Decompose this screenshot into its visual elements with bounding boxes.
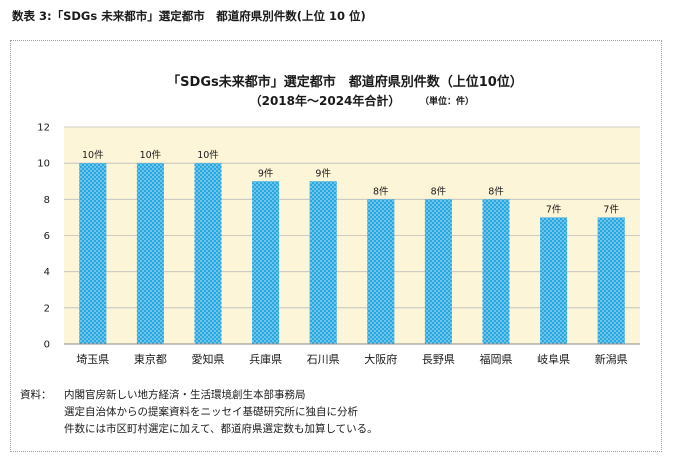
y-tick-label: 8 bbox=[44, 195, 50, 206]
source-row-3: 件数には市区町村選定に加えて、都道府県選定数も加算している。 bbox=[20, 421, 378, 438]
unit-note: （単位：件） bbox=[420, 95, 474, 107]
data-label: 9件 bbox=[315, 167, 331, 179]
y-tick-label: 6 bbox=[44, 231, 50, 242]
data-label: 10件 bbox=[82, 149, 104, 161]
data-label: 8件 bbox=[373, 185, 389, 197]
bar bbox=[597, 217, 625, 344]
source-row-1: 資料： 内閣官房新しい地方経済・生活環境創生本部事務局 bbox=[20, 387, 378, 404]
bar bbox=[482, 199, 510, 344]
source-row-2: 選定自治体からの提案資料をニッセイ基礎研究所に独自に分析 bbox=[20, 404, 378, 421]
data-label: 8件 bbox=[488, 185, 504, 197]
bar bbox=[194, 163, 222, 344]
data-label: 10件 bbox=[140, 149, 162, 161]
bar bbox=[540, 217, 568, 344]
bar bbox=[424, 199, 452, 344]
y-tick-label: 10 bbox=[37, 159, 50, 170]
category-label: 大阪府 bbox=[364, 352, 397, 366]
bar bbox=[136, 163, 164, 344]
category-label: 岐阜県 bbox=[537, 353, 570, 366]
data-label: 8件 bbox=[431, 185, 447, 197]
data-label: 7件 bbox=[603, 203, 619, 215]
source-line-1: 内閣官房新しい地方経済・生活環境創生本部事務局 bbox=[64, 389, 306, 401]
data-label: 10件 bbox=[197, 149, 219, 161]
chart-title: 「SDGs未来都市」選定都市 都道府県別件数（上位10位） bbox=[167, 74, 523, 90]
y-tick-label: 4 bbox=[44, 267, 50, 278]
y-tick-label: 12 bbox=[37, 123, 50, 134]
data-label: 9件 bbox=[258, 167, 274, 179]
bar bbox=[252, 181, 280, 344]
bar bbox=[309, 181, 337, 344]
category-label: 長野県 bbox=[422, 353, 455, 366]
y-tick-label: 0 bbox=[44, 340, 50, 351]
figure-caption: 数表 3:「SDGs 未来都市」選定都市 都道府県別件数(上位 10 位) bbox=[12, 9, 366, 23]
category-label: 兵庫県 bbox=[249, 352, 282, 366]
category-label: 東京都 bbox=[134, 352, 167, 366]
category-label: 福岡県 bbox=[480, 352, 513, 366]
data-label: 7件 bbox=[546, 203, 562, 215]
source-line-2: 選定自治体からの提案資料をニッセイ基礎研究所に独自に分析 bbox=[64, 406, 358, 418]
y-axis-ticks: 0 2 4 6 8 10 12 bbox=[37, 123, 50, 351]
x-axis-categories: 埼玉県 東京都 愛知県 兵庫県 石川県 大阪府 長野県 福岡県 岐阜県 新潟県 bbox=[76, 352, 627, 366]
category-label: 新潟県 bbox=[595, 352, 628, 366]
bar bbox=[367, 199, 395, 344]
category-label: 愛知県 bbox=[192, 352, 225, 366]
y-tick-label: 2 bbox=[44, 303, 50, 314]
data-labels: 10件 10件 10件 9件 9件 8件 8件 8件 7件 7件 bbox=[82, 149, 619, 215]
category-label: 埼玉県 bbox=[76, 352, 109, 366]
bar bbox=[79, 163, 107, 344]
source-note: 資料： 内閣官房新しい地方経済・生活環境創生本部事務局 選定自治体からの提案資料… bbox=[20, 387, 378, 438]
bars bbox=[79, 163, 625, 344]
category-label: 石川県 bbox=[307, 353, 340, 366]
source-label: 資料： bbox=[20, 389, 52, 401]
source-line-3: 件数には市区町村選定に加えて、都道府県選定数も加算している。 bbox=[64, 423, 378, 435]
chart-subtitle: （2018年～2024年合計） bbox=[250, 93, 401, 108]
chart-panel bbox=[10, 40, 662, 452]
